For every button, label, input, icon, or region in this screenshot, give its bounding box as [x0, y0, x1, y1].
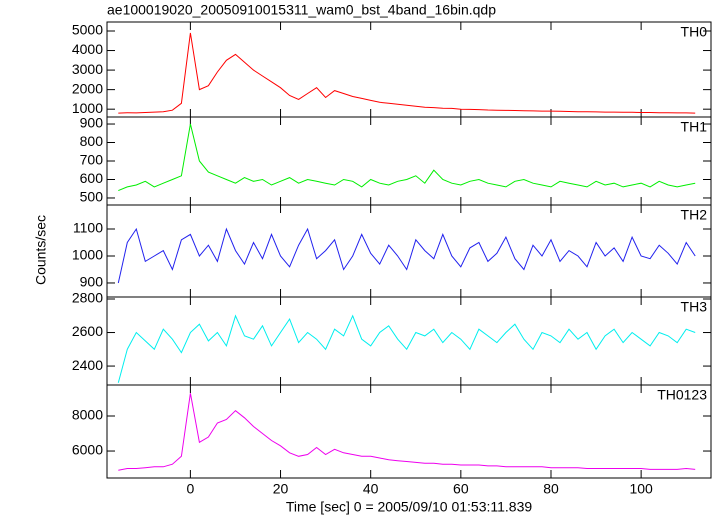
x-tick-label: 20 — [273, 481, 289, 497]
series-line — [118, 393, 696, 471]
panel-frame — [106, 296, 712, 386]
y-tick-label: 1100 — [73, 220, 103, 236]
chart-title: ae100019020_20050910015311_wam0_bst_4ban… — [107, 2, 496, 18]
y-tick-label: 1000 — [72, 100, 103, 116]
x-axis-label: Time [sec] 0 = 2005/09/10 01:53:11.839 — [286, 499, 533, 515]
y-tick-label: 500 — [80, 189, 104, 205]
series-name: TH1 — [681, 119, 708, 135]
y-tick-label: 900 — [80, 274, 104, 290]
series-line — [118, 32, 696, 114]
y-tick-label: 8000 — [72, 407, 103, 423]
series-line — [117, 227, 696, 284]
y-tick-label: 1000 — [72, 247, 103, 263]
y-tick-label: 700 — [80, 152, 104, 168]
x-tick-label: 100 — [629, 481, 653, 497]
y-tick-label: 6000 — [72, 442, 103, 458]
series-name: TH2 — [681, 207, 708, 223]
series-line — [118, 123, 696, 192]
series-name: TH0123 — [657, 387, 707, 403]
y-tick-label: 800 — [80, 133, 104, 149]
x-tick-label: 80 — [543, 481, 559, 497]
x-tick-label: 0 — [186, 481, 194, 497]
x-tick-label: 60 — [453, 481, 469, 497]
series-name: TH3 — [681, 299, 708, 315]
y-tick-label: 2600 — [72, 323, 103, 339]
panel-frame — [106, 384, 712, 479]
y-tick-label: 2400 — [72, 357, 103, 373]
panel-frame — [106, 21, 712, 118]
y-tick-label: 600 — [80, 170, 104, 186]
y-tick-label: 5000 — [72, 22, 103, 38]
y-tick-label: 900 — [80, 115, 104, 131]
y-tick-label: 3000 — [72, 61, 103, 77]
x-tick-label: 40 — [363, 481, 379, 497]
y-tick-label: 4000 — [72, 41, 103, 57]
y-axis-label: Counts/sec — [33, 215, 49, 285]
series-line — [117, 314, 696, 383]
series-name: TH0 — [681, 24, 708, 40]
panel-frame — [106, 116, 712, 206]
y-tick-label: 2800 — [72, 290, 103, 306]
y-tick-label: 2000 — [72, 80, 103, 96]
